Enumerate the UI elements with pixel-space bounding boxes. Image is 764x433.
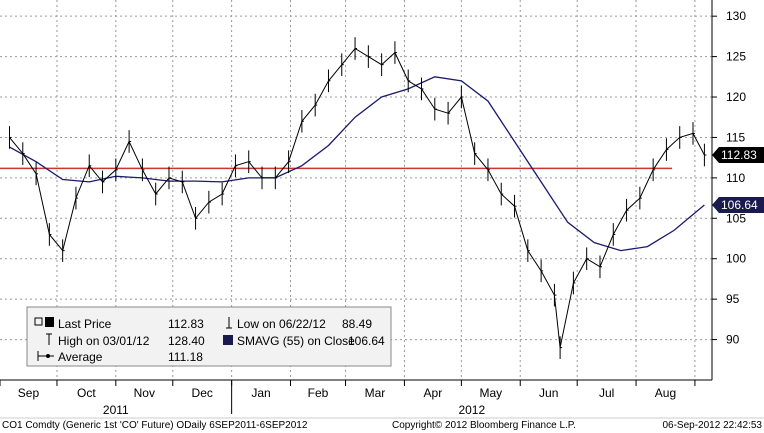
x-tick-label: Aug <box>655 386 676 400</box>
legend-value-low: 88.49 <box>342 317 372 331</box>
legend-label-sma: SMAVG (55) on Close <box>237 334 355 348</box>
y-tick-label: 95 <box>726 292 740 306</box>
sma-line <box>9 76 705 252</box>
x-tick-label: Oct <box>77 386 96 400</box>
last-price-swatch-icon <box>45 317 54 327</box>
y-tick-label: 130 <box>726 9 746 23</box>
x-tick-label: Feb <box>308 386 329 400</box>
footer-timestamp: 06-Sep-2012 22:42:53 <box>662 420 762 431</box>
y-tick-label: 125 <box>726 50 746 64</box>
sma-layer <box>9 76 705 252</box>
sma-swatch-icon <box>223 335 233 345</box>
x-tick-label: Dec <box>192 386 213 400</box>
x-tick-label: Jun <box>539 386 558 400</box>
sma-value-flag: 106.64 <box>721 198 758 212</box>
y-tick-label: 120 <box>726 90 746 104</box>
y-tick-label: 100 <box>726 252 746 266</box>
legend-label-low: Low on 06/22/12 <box>237 317 326 331</box>
x-tick-label: Jan <box>251 386 270 400</box>
legend-label-last-price: Last Price <box>58 317 112 331</box>
sma-value-flag-bg <box>712 197 764 214</box>
legend-box <box>26 306 392 367</box>
price-layer <box>8 37 707 359</box>
legend-toggle-icon <box>34 317 43 326</box>
legend-value-average: 111.18 <box>168 350 203 364</box>
x-year-label: 2011 <box>103 403 129 417</box>
legend-label-high: High on 03/01/12 <box>58 334 150 348</box>
legend-label-average: Average <box>58 350 103 364</box>
last-price-flag-bg <box>712 146 764 163</box>
footer: CO1 Comdty (Generic 1st 'CO' Future) ODa… <box>0 417 764 431</box>
x-tick-label: Jul <box>599 386 614 400</box>
legend-value-last-price: 112.83 <box>168 317 204 331</box>
legend-value-sma: 106.64 <box>348 334 385 348</box>
y-tick-label: 115 <box>726 130 745 144</box>
high-marker-icon <box>46 333 52 345</box>
y-tick-label: 90 <box>726 333 740 347</box>
x-year-label: 2012 <box>458 403 485 417</box>
low-marker-icon <box>226 317 232 329</box>
footer-copyright: Copyright© 2012 Bloomberg Finance L.P. <box>392 420 576 431</box>
price-line <box>9 47 705 348</box>
x-tick-label: Nov <box>134 386 155 400</box>
last-price-flag: 112.83 <box>721 148 757 162</box>
y-tick-label: 105 <box>726 211 746 225</box>
x-tick-label: Sep <box>18 386 40 400</box>
x-tick-label: May <box>479 386 502 400</box>
footer-security-description: CO1 Comdty (Generic 1st 'CO' Future) ODa… <box>2 420 308 431</box>
average-dot-icon <box>46 354 50 358</box>
y-tick-label: 110 <box>726 171 745 185</box>
legend: Last Price 112.83 High on 03/01/12 128.40 Av… <box>26 306 392 367</box>
x-tick-label: Apr <box>424 386 443 400</box>
x-tick-label: Mar <box>365 386 386 400</box>
legend-value-high: 128.40 <box>168 334 205 348</box>
value-flags: 112.83 106.64 <box>712 146 764 214</box>
axes: 90 95 100 105 110 115 120 125 130 Sep Oct Nov Dec Jan… <box>0 0 746 417</box>
